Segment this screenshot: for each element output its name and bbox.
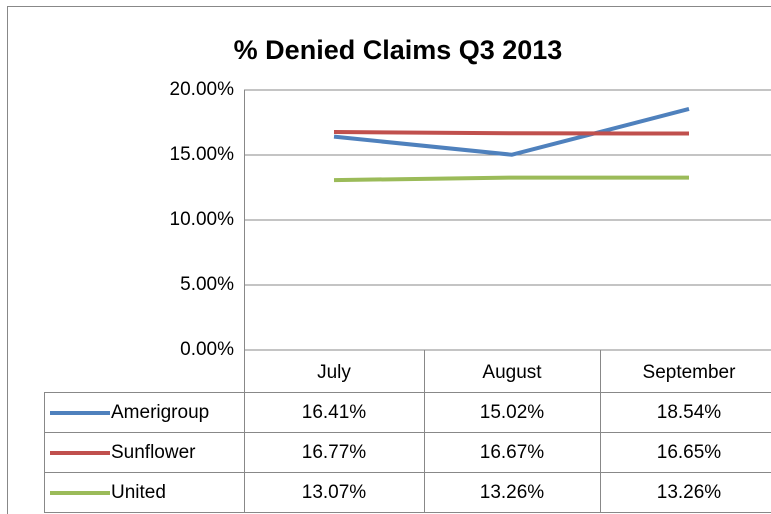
- chart-border: [7, 6, 771, 514]
- table-value: 18.54%: [657, 402, 722, 423]
- table-value: 13.07%: [302, 482, 367, 503]
- chart-title: % Denied Claims Q3 2013: [234, 35, 563, 65]
- legend-label: United: [111, 482, 166, 503]
- table-value: 15.02%: [480, 402, 545, 423]
- y-tick-label: 20.00%: [170, 79, 235, 100]
- table-value: 16.41%: [302, 402, 367, 423]
- table-value: 13.26%: [657, 482, 722, 503]
- table-value: 16.77%: [302, 442, 367, 463]
- y-tick-label: 10.00%: [170, 209, 235, 230]
- y-tick-label: 5.00%: [180, 274, 234, 295]
- legend-label: Sunflower: [111, 442, 196, 463]
- y-tick-label: 0.00%: [180, 339, 234, 360]
- series-line: [333, 107, 690, 157]
- table-value: 16.67%: [480, 442, 545, 463]
- table-value: 13.26%: [480, 482, 545, 503]
- y-tick-label: 15.00%: [170, 144, 235, 165]
- x-tick-label: August: [482, 362, 542, 383]
- table-value: 16.65%: [657, 442, 722, 463]
- x-tick-label: July: [317, 362, 351, 383]
- x-tick-label: September: [643, 362, 737, 383]
- legend-label: Amerigroup: [111, 402, 209, 423]
- series-line: [333, 175, 689, 183]
- series-line: [333, 129, 690, 136]
